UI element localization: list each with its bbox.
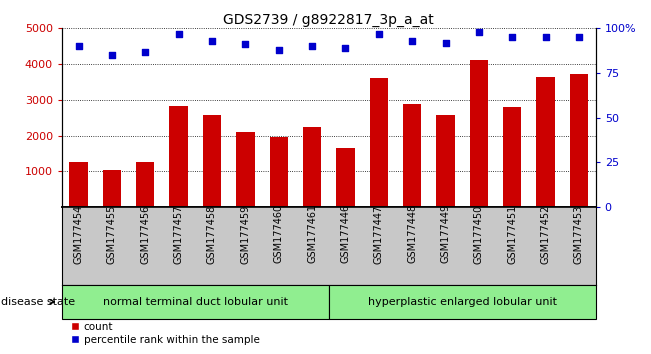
Bar: [503, 107, 521, 207]
Point: [407, 38, 417, 44]
Bar: [169, 106, 187, 207]
Bar: [70, 162, 88, 207]
Point: [540, 34, 551, 40]
Point: [340, 45, 351, 51]
Text: normal terminal duct lobular unit: normal terminal duct lobular unit: [103, 297, 288, 307]
Bar: [136, 162, 154, 207]
Legend: count, percentile rank within the sample: count, percentile rank within the sample: [67, 317, 264, 349]
Bar: [436, 115, 454, 207]
Bar: [103, 170, 121, 207]
Bar: [570, 74, 588, 207]
Bar: [270, 137, 288, 207]
Point: [74, 44, 84, 49]
Bar: [203, 115, 221, 207]
Point: [140, 49, 150, 55]
Point: [574, 34, 584, 40]
Bar: [470, 61, 488, 207]
Point: [240, 41, 251, 47]
Title: GDS2739 / g8922817_3p_a_at: GDS2739 / g8922817_3p_a_at: [223, 13, 434, 27]
Text: disease state: disease state: [1, 297, 76, 307]
Point: [307, 44, 317, 49]
Point: [474, 29, 484, 35]
Bar: [403, 104, 421, 207]
Point: [207, 38, 217, 44]
Point: [374, 31, 384, 36]
Point: [440, 40, 450, 45]
Bar: [536, 77, 555, 207]
Point: [107, 52, 117, 58]
Point: [173, 31, 184, 36]
Bar: [236, 132, 255, 207]
Bar: [62, 285, 329, 319]
Text: hyperplastic enlarged lobular unit: hyperplastic enlarged lobular unit: [368, 297, 557, 307]
Point: [273, 47, 284, 53]
Bar: [337, 148, 355, 207]
Bar: [303, 127, 321, 207]
Bar: [370, 78, 388, 207]
Bar: [329, 285, 596, 319]
Point: [507, 34, 518, 40]
